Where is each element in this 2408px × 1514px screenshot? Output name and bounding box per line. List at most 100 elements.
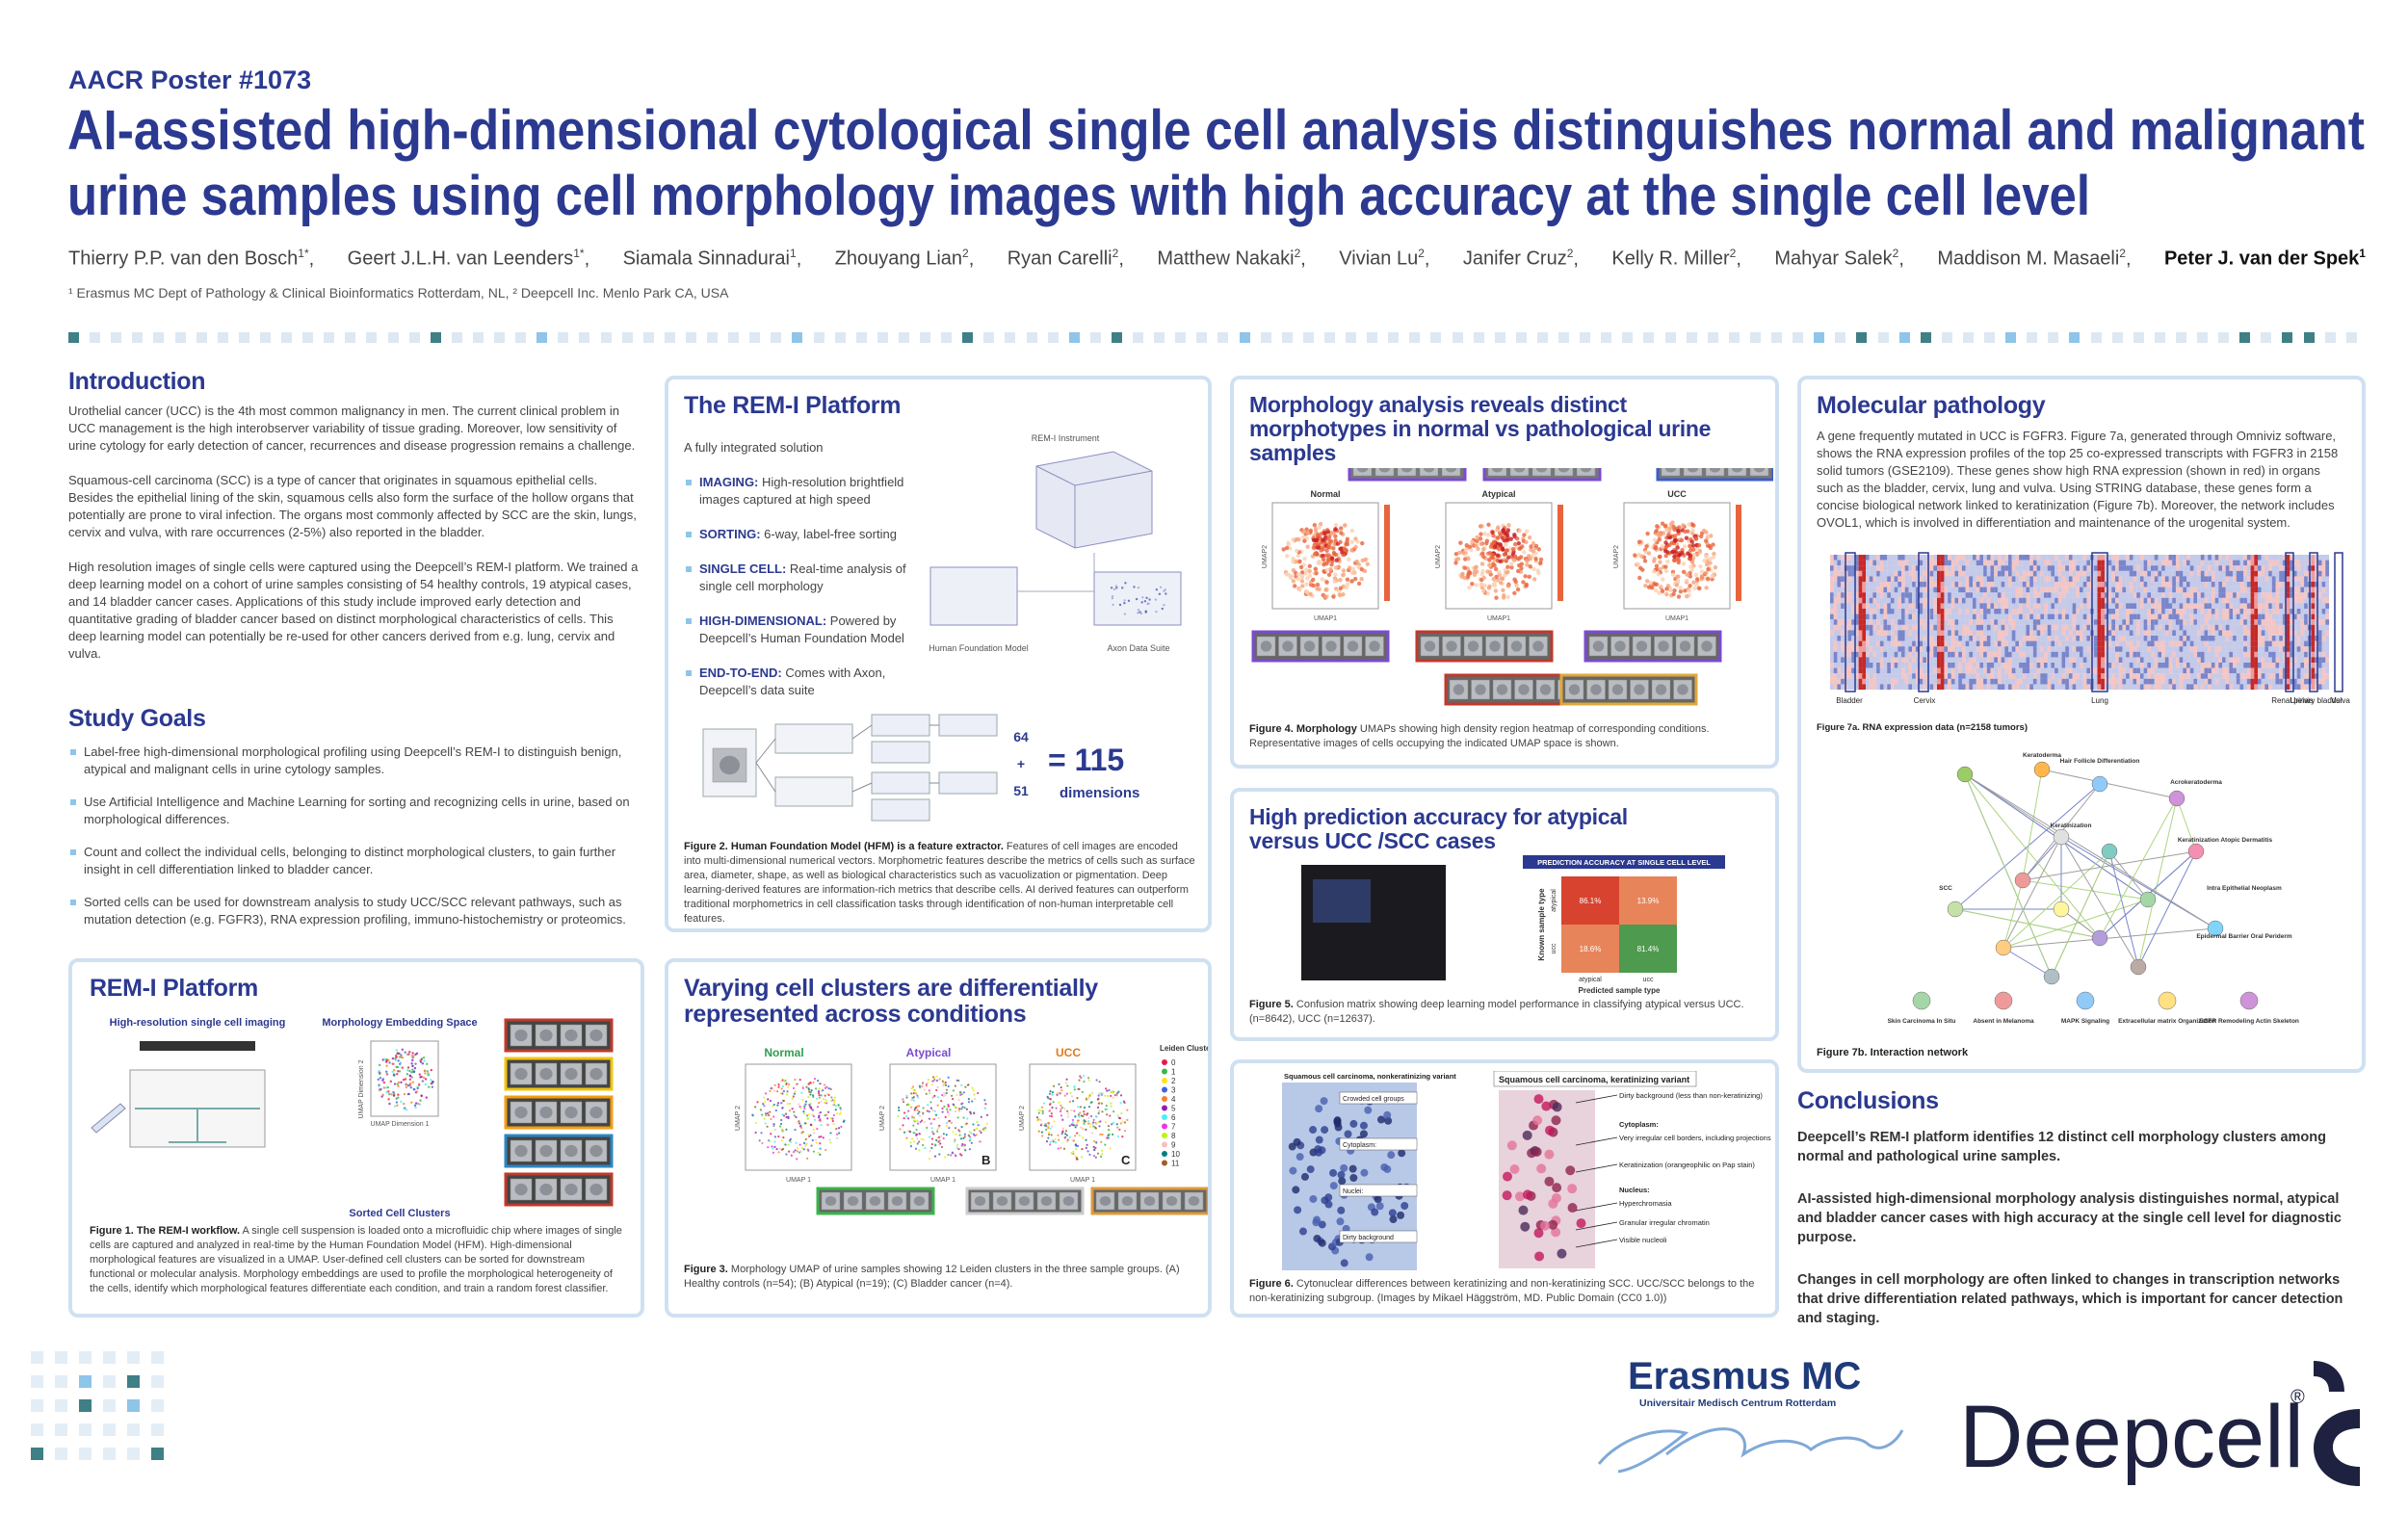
heat-cell [2036, 597, 2041, 604]
heat-cell [2022, 597, 2027, 604]
heat-cell [2136, 613, 2140, 620]
umap-point [905, 1136, 908, 1139]
heat-cell [1933, 651, 1938, 658]
heat-cell [1869, 619, 1873, 625]
umap-point [902, 1101, 905, 1104]
heat-cell [2022, 603, 2027, 610]
heat-cell [2008, 603, 2012, 610]
umap-point [973, 1097, 977, 1101]
umap-point [1666, 533, 1671, 537]
heat-cell [2032, 646, 2037, 652]
heat-cell [2072, 651, 2077, 658]
heat-cell [2136, 560, 2140, 566]
heat-cell [1869, 630, 1873, 637]
heat-cell [1954, 678, 1959, 685]
heat-cell [1950, 619, 1955, 625]
heat-cell [1933, 678, 1938, 685]
heat-cell [1937, 619, 1941, 625]
umap-point [1479, 532, 1483, 536]
heat-cell [2147, 587, 2152, 593]
heat-cell [1847, 570, 1852, 577]
heat-cell [2022, 630, 2027, 637]
umap-point [1565, 1165, 1576, 1176]
umap-point [830, 1096, 833, 1099]
umap-point [1702, 559, 1707, 563]
heat-cell [2026, 684, 2030, 691]
heat-cell [2101, 673, 2105, 679]
heat-cell [2061, 560, 2066, 566]
umap-point [1360, 1168, 1369, 1177]
umap-point [1344, 585, 1349, 590]
heat-cell [1858, 678, 1863, 685]
heat-cell [1854, 640, 1859, 647]
decor-square [2154, 332, 2165, 343]
heat-cell [2104, 560, 2108, 566]
umap-point [1504, 542, 1508, 547]
umap-point [1504, 559, 1508, 563]
heat-cell [1833, 613, 1838, 620]
decor-square [1302, 332, 1314, 343]
class-label: atypical [1579, 977, 1602, 983]
heat-cell [2101, 619, 2105, 625]
group-label: Normal [764, 1046, 803, 1059]
umap-point [1544, 1176, 1555, 1187]
heat-cell [2051, 592, 2055, 598]
umap-point [1356, 581, 1362, 587]
heat-cell [1950, 555, 1955, 561]
heat-cell [1923, 582, 1926, 587]
heat-cell [2019, 570, 2023, 577]
heat-cell [1847, 657, 1852, 664]
heat-cell [1990, 576, 1995, 583]
umap-point [1480, 551, 1485, 556]
umap-point [812, 1128, 815, 1132]
heat-cell [2057, 597, 2062, 604]
umap-point [1117, 1116, 1121, 1119]
heat-cell [1862, 667, 1867, 674]
umap-point [1321, 547, 1325, 552]
heat-cell [1876, 667, 1880, 674]
heat-cell [2126, 613, 2130, 620]
umap-point [1533, 1228, 1544, 1239]
heat-cell [1833, 576, 1838, 583]
heat-cell [2133, 667, 2137, 674]
heat-cell [2080, 582, 2083, 587]
umap-point [804, 1137, 807, 1141]
heat-cell [1979, 555, 1984, 561]
umap-point [1099, 1133, 1102, 1136]
heat-cell [1879, 651, 1884, 658]
heat-cell [2133, 597, 2137, 604]
heat-cell [1976, 678, 1980, 685]
umap-point [406, 1072, 409, 1076]
heat-cell [2129, 576, 2133, 583]
umap-point [832, 1123, 835, 1126]
umap-point [1521, 580, 1526, 585]
umap-point [913, 1089, 916, 1092]
umap-point [947, 1153, 950, 1157]
heat-cell [2093, 640, 2098, 647]
heat-cell [2055, 630, 2058, 637]
heat-cell [2154, 565, 2159, 571]
heat-cell [1990, 630, 1995, 637]
heat-cell [1919, 667, 1924, 674]
heat-cell [1901, 678, 1905, 685]
umap-point [1085, 1128, 1087, 1131]
heat-cell [1830, 667, 1834, 674]
heat-cell [2082, 576, 2087, 583]
umap-point [1048, 1109, 1051, 1112]
umap-point [1080, 1126, 1083, 1129]
heat-cell [2057, 663, 2062, 668]
heat-cell [1937, 613, 1941, 620]
umap-point [781, 1079, 784, 1082]
cell [1378, 468, 1391, 473]
heat-cell [2076, 603, 2081, 610]
umap-point [781, 1106, 784, 1109]
umap-point [1529, 544, 1533, 549]
heat-cell [1912, 678, 1916, 685]
heat-cell [2047, 597, 2052, 604]
umap-point [906, 1117, 910, 1120]
heat-cell [2068, 592, 2073, 598]
heat-cell [2129, 636, 2133, 641]
heat-cell [2164, 587, 2169, 593]
umap-point [1662, 524, 1668, 529]
heat-cell [1898, 636, 1902, 641]
